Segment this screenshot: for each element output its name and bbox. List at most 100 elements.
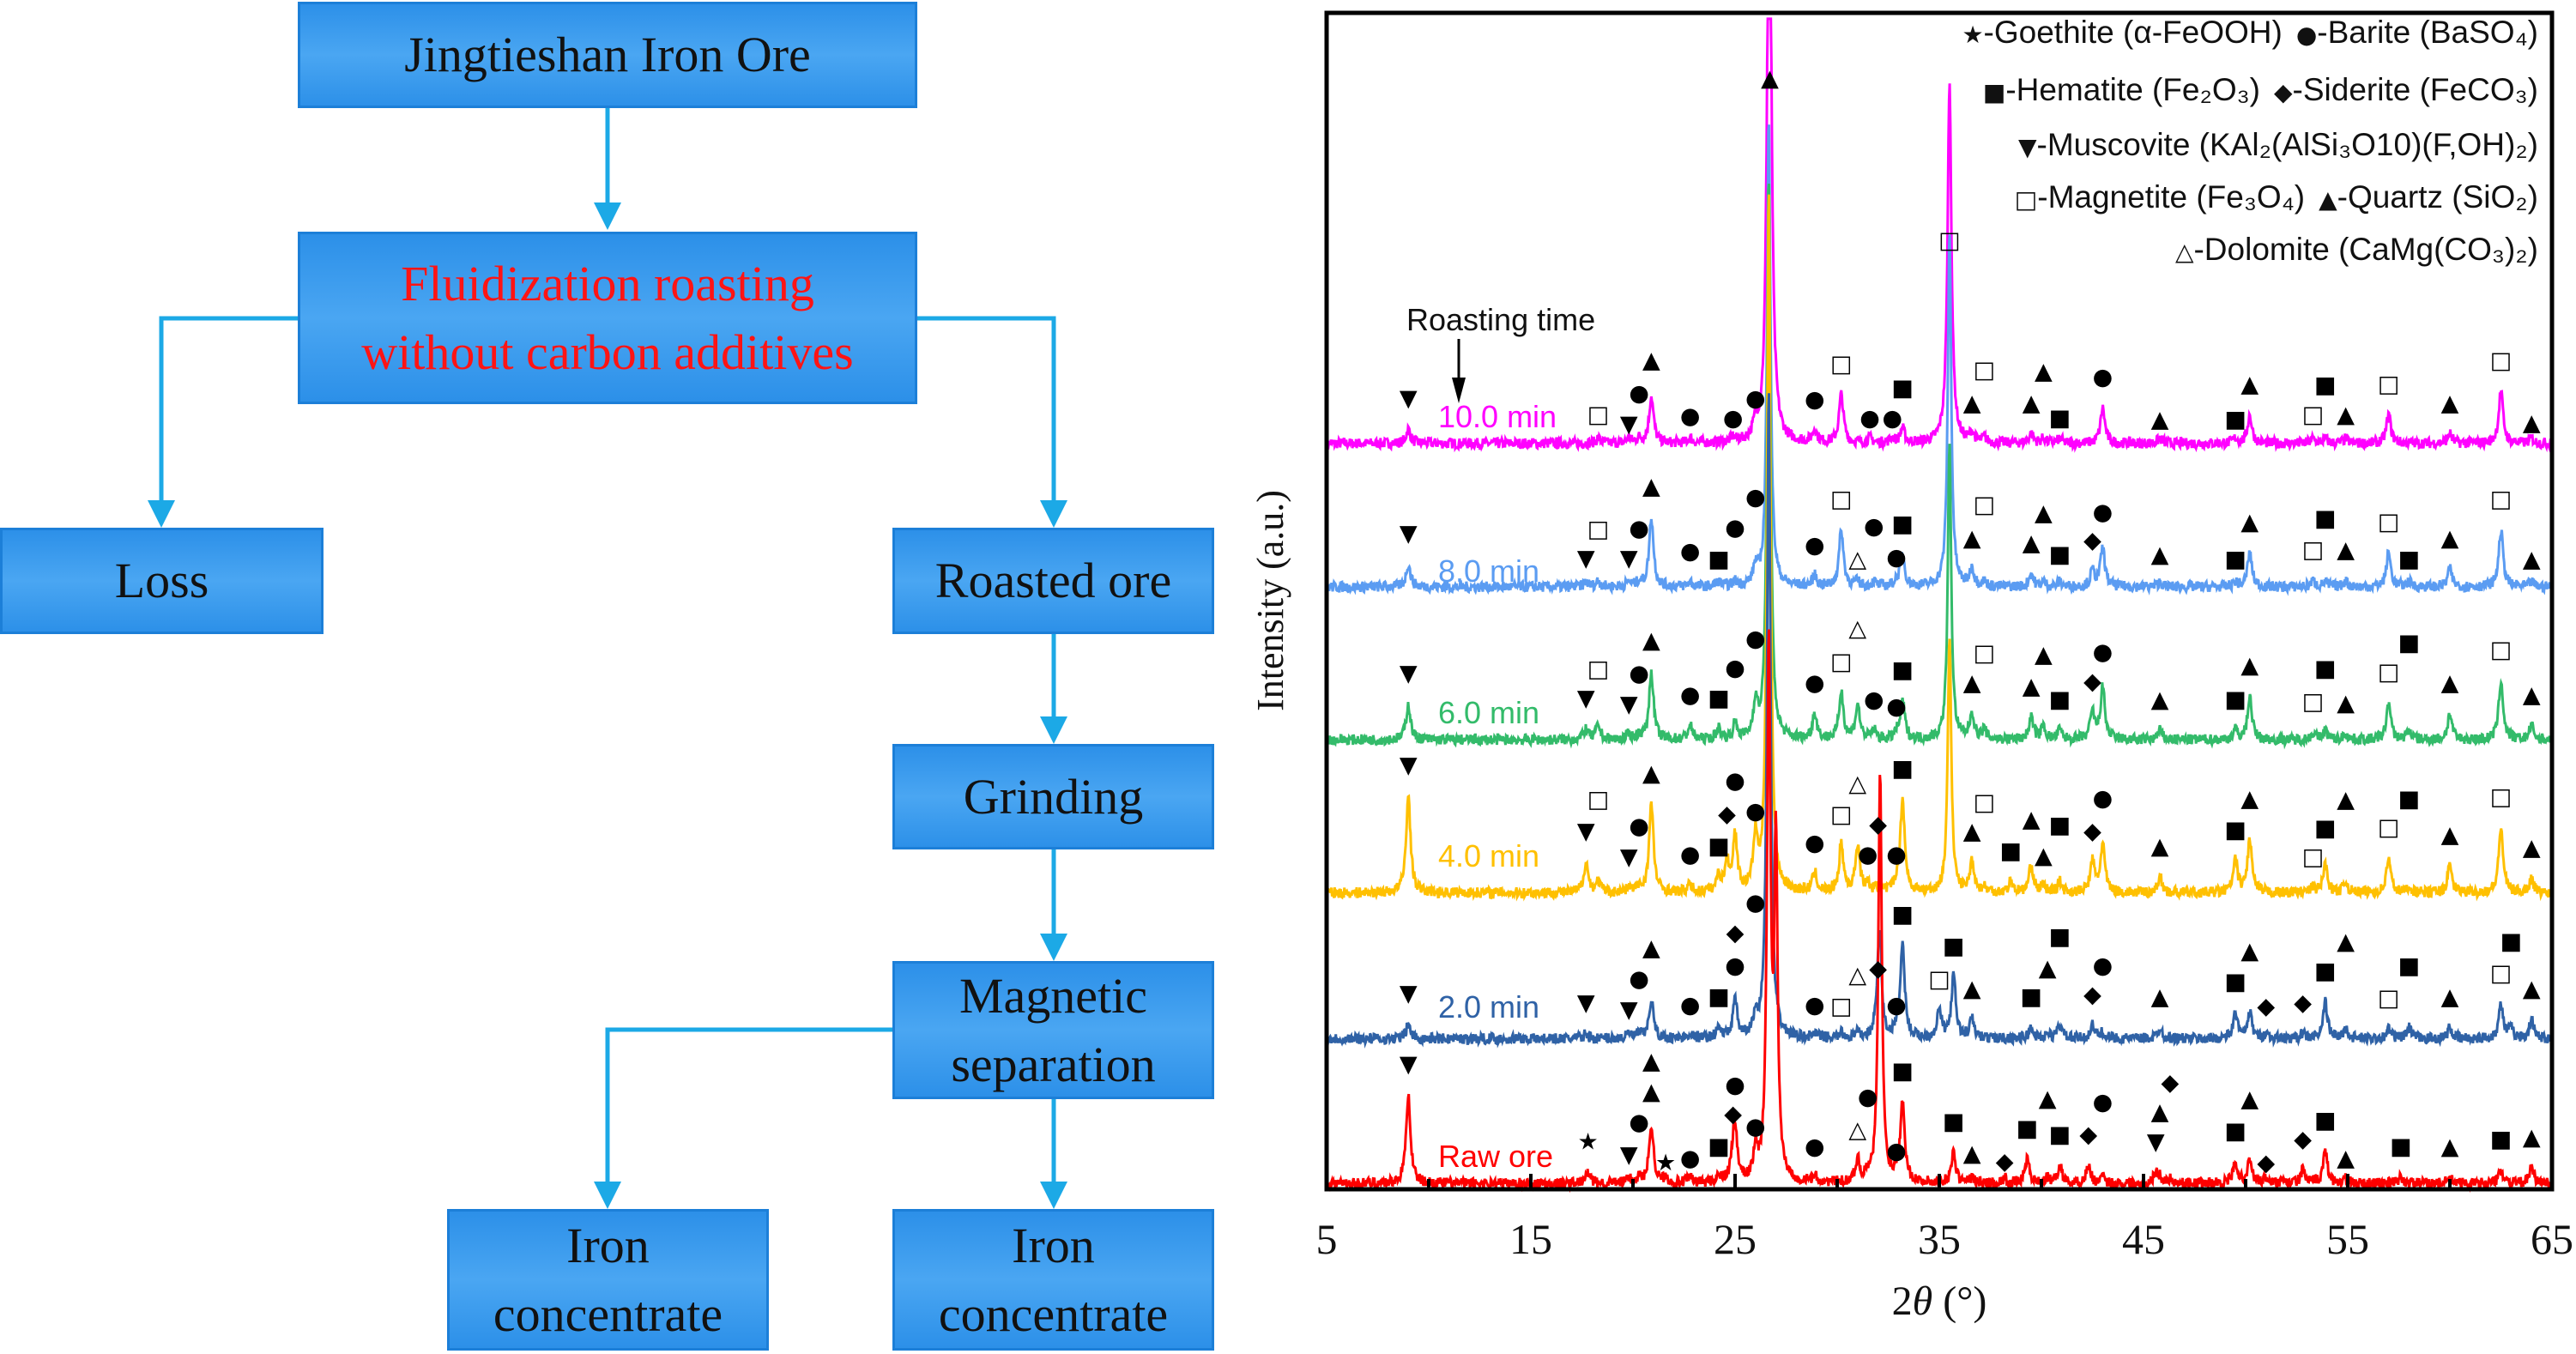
roasted-ore-label: Roasted ore bbox=[934, 553, 1172, 608]
phase-marker: ● bbox=[1882, 405, 1902, 432]
xrd-series-3 bbox=[1326, 194, 2554, 902]
phase-marker: ◆ bbox=[1724, 1101, 1742, 1127]
phase-marker: □ bbox=[2302, 402, 2325, 428]
x-axis-label-prefix: 2 bbox=[1892, 1278, 1913, 1324]
x-tick-label: 55 bbox=[2326, 1215, 2369, 1263]
phase-marker: ▼ bbox=[1400, 385, 1418, 412]
phase-marker: ■ bbox=[2049, 813, 2071, 839]
phase-marker: ■ bbox=[2398, 953, 2421, 980]
phase-marker: ▲ bbox=[2441, 525, 2459, 552]
phase-marker: ● bbox=[1723, 405, 1744, 432]
phase-marker: ■ bbox=[1708, 984, 1730, 1011]
phase-marker: ■ bbox=[2000, 838, 2023, 865]
phase-marker: ● bbox=[1629, 660, 1649, 686]
magnetic-label-line2: separation bbox=[951, 1036, 1156, 1092]
phase-marker: ▲ bbox=[2240, 1086, 2259, 1113]
legend-row: ★-Goethite (α-FeOOH) ●-Barite (BaSO₄) bbox=[1962, 15, 2538, 50]
phase-marker: ◆ bbox=[1726, 920, 1745, 946]
phase-marker: ▲ bbox=[2035, 843, 2053, 869]
phase-marker: ▲ bbox=[2240, 371, 2259, 397]
phase-marker: ■ bbox=[2314, 656, 2337, 682]
phase-marker: ● bbox=[1745, 385, 1766, 412]
legend-symbol: ▼ bbox=[2018, 133, 2037, 161]
phase-marker: ◆ bbox=[2294, 989, 2312, 1016]
phase-marker: ▲ bbox=[1642, 627, 1660, 654]
phase-marker: ● bbox=[1745, 798, 1766, 825]
phase-marker: ● bbox=[1805, 830, 1825, 856]
phase-marker: ■ bbox=[2020, 984, 2042, 1011]
legend-entry: -Dolomite (CaMg(CO₃)₂) bbox=[2193, 232, 2538, 267]
phase-marker: ▲ bbox=[2023, 674, 2041, 700]
phase-marker: □ bbox=[2302, 843, 2325, 870]
phase-marker: ▲ bbox=[2441, 1133, 2459, 1160]
phase-marker: ▲ bbox=[1963, 976, 1981, 1002]
legend-entry: -Muscovite (KAl₂(AlSi₃O10)(F,OH)₂) bbox=[2037, 127, 2538, 162]
x-axis-label: 2θ (°) bbox=[1892, 1278, 1987, 1324]
legend-symbol: ★ bbox=[1962, 21, 1983, 49]
phase-marker: ● bbox=[1886, 693, 1907, 720]
legend-entry: -Quartz (SiO₂) bbox=[2337, 179, 2538, 215]
phase-marker: □ bbox=[2378, 814, 2400, 841]
phase-marker: ▲ bbox=[1963, 670, 1981, 697]
phase-marker: ▼ bbox=[1577, 989, 1595, 1016]
phase-marker: ● bbox=[1680, 538, 1701, 565]
phase-marker: ● bbox=[1886, 842, 1907, 868]
phase-marker: ● bbox=[2093, 499, 2113, 525]
x-tick-label: 45 bbox=[2122, 1215, 2165, 1263]
phase-marker: ● bbox=[2093, 952, 2113, 979]
phase-marker: □ bbox=[2302, 689, 2325, 716]
grinding-label: Grinding bbox=[963, 768, 1144, 825]
phase-marker: □ bbox=[1938, 227, 1961, 254]
phase-marker: ▲ bbox=[2151, 1098, 2169, 1125]
phase-marker: ▲ bbox=[2023, 529, 2041, 556]
legend-entry: -Magnetite (Fe₃O₄) bbox=[2037, 179, 2305, 215]
phase-marker: ■ bbox=[1943, 934, 1965, 960]
series-labels: 10.0 min 8.0 min 6.0 min 4.0 min 2.0 min Raw … bbox=[1438, 399, 1557, 1174]
legend-row: □-Magnetite (Fe₃O₄) ▲-Quartz (SiO₂) bbox=[2015, 179, 2538, 215]
phase-marker: ● bbox=[1680, 992, 1701, 1019]
phase-marker: □ bbox=[1974, 640, 1996, 667]
phase-marker: □ bbox=[1830, 487, 1853, 513]
phase-marker: △ bbox=[1848, 1117, 1866, 1144]
xrd-series-1 bbox=[1325, 124, 2554, 596]
phase-marker: ■ bbox=[2049, 1121, 2071, 1148]
phase-marker: ● bbox=[1725, 768, 1745, 795]
phase-marker: ■ bbox=[2398, 547, 2421, 573]
x-tick-label: 35 bbox=[1918, 1215, 1961, 1263]
phase-marker: ▲ bbox=[2337, 402, 2355, 428]
phase-marker: ■ bbox=[2314, 815, 2337, 842]
x-axis-label-theta: θ bbox=[1913, 1278, 1933, 1324]
phase-marker: □ bbox=[1974, 789, 1996, 816]
legend-symbol: ● bbox=[2296, 21, 2317, 49]
concentrate-b-line2: concentrate bbox=[938, 1285, 1169, 1342]
phase-marker: □ bbox=[2490, 487, 2513, 513]
xrd-series-2 bbox=[1325, 183, 2554, 750]
x-axis-ticks: 5 15 25 35 45 55 65 bbox=[1316, 1174, 2573, 1263]
phase-marker: ▲ bbox=[2441, 390, 2459, 416]
phase-marker: □ bbox=[2490, 348, 2513, 374]
phase-marker: ▲ bbox=[2337, 537, 2355, 564]
magnetic-separation-box: Magnetic separation bbox=[892, 961, 1214, 1099]
phase-marker: ■ bbox=[1708, 547, 1730, 573]
legend-symbol: ◆ bbox=[2274, 78, 2293, 106]
phase-marker: ■ bbox=[1708, 833, 1730, 860]
phase-marker: ● bbox=[1725, 514, 1745, 541]
phase-marker: ▲ bbox=[2523, 835, 2541, 861]
phase-marker: ■ bbox=[1891, 375, 1914, 402]
roasting-box: Fluidization roasting without carbon add… bbox=[298, 232, 917, 404]
phase-markers: ▼□ ▼●▲● ●●▲●□● ●■□▲□▲▲■●▲ ■▲□■▲□▲□▲▼▼□▼●▲● ■●… bbox=[1400, 65, 2541, 1176]
phase-marker: ■ bbox=[1708, 685, 1730, 711]
phase-marker: ▲ bbox=[2151, 686, 2169, 713]
legend-row: ■-Hematite (Fe₂O₃) ◆-Siderite (FeCO₃) bbox=[1983, 72, 2538, 107]
phase-marker: ● bbox=[1864, 686, 1884, 713]
phase-marker: ■ bbox=[2314, 958, 2337, 984]
legend-row: △-Dolomite (CaMg(CO₃)₂) bbox=[2175, 232, 2538, 267]
phase-marker: ■ bbox=[2224, 547, 2246, 573]
phase-marker: ■ bbox=[2398, 630, 2421, 656]
legend-entry: -Barite (BaSO₄) bbox=[2317, 15, 2538, 50]
grinding-box: Grinding bbox=[892, 744, 1214, 849]
phase-marker: ■ bbox=[1891, 1058, 1914, 1085]
phase-marker: ■ bbox=[1891, 756, 1914, 783]
phase-marker: ◆ bbox=[1869, 812, 1887, 838]
phase-marker: ◆ bbox=[1718, 801, 1736, 827]
